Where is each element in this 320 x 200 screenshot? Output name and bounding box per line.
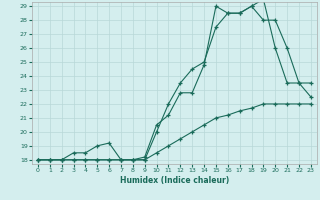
X-axis label: Humidex (Indice chaleur): Humidex (Indice chaleur) bbox=[120, 176, 229, 185]
